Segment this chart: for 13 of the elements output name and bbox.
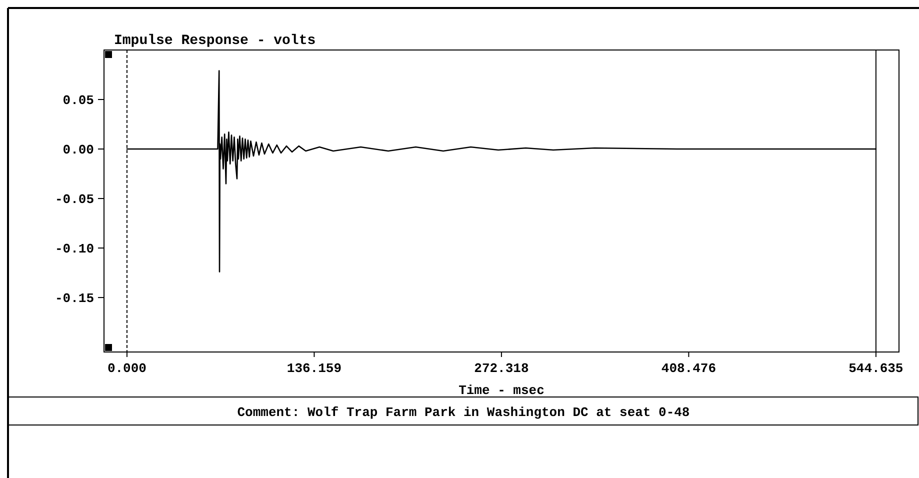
y-tick-label: -0.05 xyxy=(54,192,94,208)
x-tick-label: 0.000 xyxy=(107,361,147,376)
x-tick-label: 272.318 xyxy=(474,361,529,376)
y-tick-label: 0.05 xyxy=(62,93,94,108)
x-tick-label: 136.159 xyxy=(286,361,342,376)
x-tick-label: 544.635 xyxy=(848,361,904,376)
y-tick-label: 0.00 xyxy=(62,142,94,158)
chart-title: Impulse Response - volts xyxy=(114,33,316,49)
y-tick-label: -0.15 xyxy=(54,291,94,306)
y-tick-label: -0.10 xyxy=(54,242,94,257)
x-tick-label: 408.476 xyxy=(661,361,716,376)
x-axis-title: Time - msec xyxy=(458,383,545,398)
text: Comment: Wolf Trap Farm Park in Washington DC at seat 0-48 xyxy=(237,405,690,420)
